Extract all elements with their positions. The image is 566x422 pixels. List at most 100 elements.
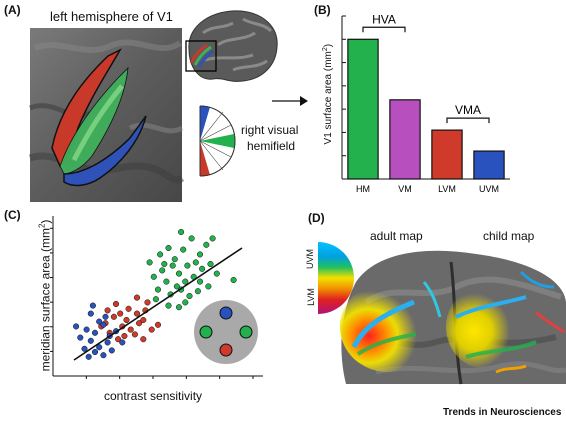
scatter-point xyxy=(186,292,193,300)
scatter-point xyxy=(213,270,220,277)
scatter-point xyxy=(123,316,130,324)
scatter-point xyxy=(131,331,138,338)
bar-chart: HM VM LVM UVM HVA VMA xyxy=(341,12,510,194)
scatter-point xyxy=(175,304,183,311)
adult-map-title: adult map xyxy=(370,229,423,243)
scatter-point xyxy=(161,260,168,268)
scatter-point xyxy=(136,320,143,327)
scatter-point xyxy=(102,313,109,320)
scatter-point xyxy=(171,256,178,263)
annotation-bracket xyxy=(362,26,406,33)
scatter-point xyxy=(89,302,96,309)
upper-dot xyxy=(219,306,233,320)
scatter-point xyxy=(182,299,189,306)
lvm-label: LVM xyxy=(305,288,316,306)
meridian-inset xyxy=(194,300,258,364)
scatter-point xyxy=(165,244,172,252)
bar-tick-label: UVM xyxy=(479,184,499,194)
scatter-point xyxy=(96,318,103,325)
scatter-point xyxy=(165,302,172,309)
bar-uvm xyxy=(473,150,505,180)
scatter-point xyxy=(169,262,176,269)
scatter-point xyxy=(121,332,128,340)
scatter-chart xyxy=(50,216,263,379)
right-dot xyxy=(239,325,253,339)
visual-field-wedge xyxy=(199,105,236,177)
scatter-point xyxy=(157,251,164,258)
scatter-point xyxy=(85,353,92,360)
bar-vm xyxy=(389,99,421,180)
scatter-point xyxy=(152,296,159,303)
scatter-point xyxy=(173,283,180,290)
uvm-label: UVM xyxy=(305,249,315,269)
scatter-point xyxy=(154,286,162,293)
scatter-point xyxy=(100,352,107,359)
panel-c-label: (C) xyxy=(4,208,21,222)
scatter-point xyxy=(207,260,214,268)
scatter-point xyxy=(178,228,185,236)
scatter-point xyxy=(108,347,115,354)
v1-flat-map xyxy=(28,28,185,202)
bar-tick-label: VM xyxy=(398,184,412,194)
journal-footer: Trends in Neurosciences xyxy=(443,407,562,418)
annotation-bracket xyxy=(446,117,490,124)
scatter-point xyxy=(163,278,170,285)
scatter-point xyxy=(127,326,134,333)
scatter-point xyxy=(154,321,162,328)
scatter-point xyxy=(73,323,80,330)
scatter-point xyxy=(196,278,204,285)
scatter-point xyxy=(112,300,120,308)
brain-hemisphere xyxy=(185,10,278,82)
child-map-title: child map xyxy=(483,229,535,243)
scatter-point xyxy=(83,326,90,333)
scatter-point xyxy=(96,344,103,351)
scatter-point xyxy=(119,339,126,346)
scatter-point xyxy=(182,278,189,285)
color-wheel-legend xyxy=(318,242,354,314)
bar-hm xyxy=(347,38,379,180)
left-dot xyxy=(199,325,213,339)
scatter-point xyxy=(87,337,94,344)
scatter-x-axis-label: contrast sensitivity xyxy=(104,389,203,403)
panel-d-label: (D) xyxy=(308,211,325,225)
scatter-point xyxy=(100,321,107,328)
scatter-point xyxy=(192,259,199,266)
scatter-point xyxy=(203,241,210,248)
scatter-point xyxy=(148,326,155,333)
scatter-point xyxy=(140,336,147,343)
bar-y-axis-label: V1 surface area (mm2) xyxy=(321,43,335,145)
panel-a-label: (A) xyxy=(4,3,21,17)
scatter-point xyxy=(133,294,141,301)
scatter-point xyxy=(81,345,88,352)
scatter-point xyxy=(91,329,99,336)
scatter-point xyxy=(196,251,204,258)
scatter-point xyxy=(133,310,141,317)
lower-dot xyxy=(219,343,233,357)
scatter-point xyxy=(199,265,206,272)
scatter-point xyxy=(209,235,216,242)
wedge-label-line2: hemifield xyxy=(247,139,296,153)
scatter-point xyxy=(140,316,147,324)
retinotopic-maps xyxy=(340,250,566,385)
scatter-point xyxy=(194,288,201,295)
scatter-point xyxy=(104,307,111,314)
scatter-point xyxy=(87,310,94,317)
scatter-point xyxy=(110,313,117,320)
scatter-y-axis-label: meridian surface area (mm2) xyxy=(37,219,53,372)
scatter-point xyxy=(91,348,99,356)
fit-line xyxy=(73,247,243,361)
bar-tick-label: LVM xyxy=(438,184,456,194)
scatter-point xyxy=(125,305,132,312)
arrow-icon xyxy=(272,96,308,106)
annotation-vma: VMA xyxy=(455,103,481,117)
scatter-point xyxy=(150,273,157,280)
annotation-hva: HVA xyxy=(372,12,396,26)
wedge-label-line1: right visual xyxy=(241,123,299,137)
scatter-point xyxy=(144,299,151,306)
bar-tick-label: HM xyxy=(356,184,370,194)
scatter-point xyxy=(205,283,212,290)
scatter-point xyxy=(175,270,183,277)
panel-b-label: (B) xyxy=(314,3,331,17)
scatter-point xyxy=(188,235,195,242)
scatter-point xyxy=(146,259,153,266)
